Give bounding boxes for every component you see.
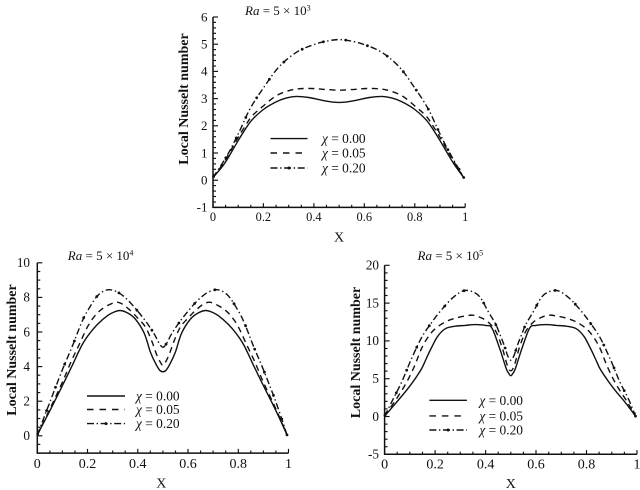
svg-text:6: 6 <box>23 324 30 339</box>
svg-text:0.8: 0.8 <box>578 457 596 472</box>
svg-text:1: 1 <box>634 457 640 472</box>
svg-text:0.2: 0.2 <box>79 457 97 472</box>
svg-text:χ = 0.00: χ = 0.00 <box>320 131 366 146</box>
svg-text:χ = 0.20: χ = 0.20 <box>320 161 366 176</box>
svg-text:0.6: 0.6 <box>357 210 373 224</box>
svg-text:4: 4 <box>23 359 30 374</box>
svg-text:Ra = 5 × 105: Ra = 5 × 105 <box>417 248 484 263</box>
svg-text:0: 0 <box>381 457 388 472</box>
svg-text:0.8: 0.8 <box>230 457 248 472</box>
svg-text:0.2: 0.2 <box>256 210 272 224</box>
svg-text:χ = 0.05: χ = 0.05 <box>134 402 180 417</box>
svg-text:0.6: 0.6 <box>179 457 197 472</box>
svg-text:χ = 0.00: χ = 0.00 <box>477 393 523 408</box>
svg-text:6: 6 <box>201 9 208 24</box>
svg-text:0: 0 <box>34 457 41 472</box>
svg-text:1: 1 <box>201 145 208 160</box>
svg-text:Ra = 5 × 104: Ra = 5 × 104 <box>67 248 134 263</box>
svg-text:0.8: 0.8 <box>407 210 423 224</box>
svg-text:0.4: 0.4 <box>129 457 147 472</box>
svg-text:0.4: 0.4 <box>306 210 322 224</box>
svg-text:-5: -5 <box>368 447 379 462</box>
svg-text:0: 0 <box>201 173 208 188</box>
svg-text:Local Nusselt number: Local Nusselt number <box>177 33 192 164</box>
svg-text:0: 0 <box>372 409 379 424</box>
svg-text:X: X <box>334 230 344 245</box>
svg-text:Local Nusselt number: Local Nusselt number <box>5 284 20 415</box>
svg-text:0.2: 0.2 <box>426 457 444 472</box>
svg-text:0.6: 0.6 <box>527 457 545 472</box>
svg-text:5: 5 <box>372 371 379 386</box>
svg-text:χ = 0.20: χ = 0.20 <box>134 416 180 431</box>
svg-text:5: 5 <box>201 37 208 52</box>
svg-text:10: 10 <box>17 255 31 270</box>
svg-text:10: 10 <box>366 333 380 348</box>
svg-text:20: 20 <box>366 258 380 273</box>
svg-text:0: 0 <box>210 210 216 224</box>
svg-text:2: 2 <box>201 118 208 133</box>
svg-text:2: 2 <box>23 394 30 409</box>
svg-text:-1: -1 <box>197 200 208 215</box>
svg-text:0.4: 0.4 <box>477 457 495 472</box>
svg-text:X: X <box>506 477 516 490</box>
svg-text:8: 8 <box>23 290 30 305</box>
svg-text:1: 1 <box>285 457 292 472</box>
svg-text:X: X <box>156 477 166 490</box>
svg-text:Local Nusselt number: Local Nusselt number <box>349 287 364 418</box>
svg-text:χ = 0.20: χ = 0.20 <box>477 423 523 438</box>
svg-text:1: 1 <box>462 210 468 224</box>
svg-text:4: 4 <box>201 64 208 79</box>
svg-text:χ = 0.05: χ = 0.05 <box>320 146 366 161</box>
svg-text:χ = 0.05: χ = 0.05 <box>477 409 523 424</box>
svg-text:Ra = 5 × 103: Ra = 5 × 103 <box>244 3 311 18</box>
svg-text:3: 3 <box>201 91 208 106</box>
svg-text:0: 0 <box>23 428 30 443</box>
svg-text:χ = 0.00: χ = 0.00 <box>134 389 180 404</box>
svg-text:15: 15 <box>366 295 380 310</box>
